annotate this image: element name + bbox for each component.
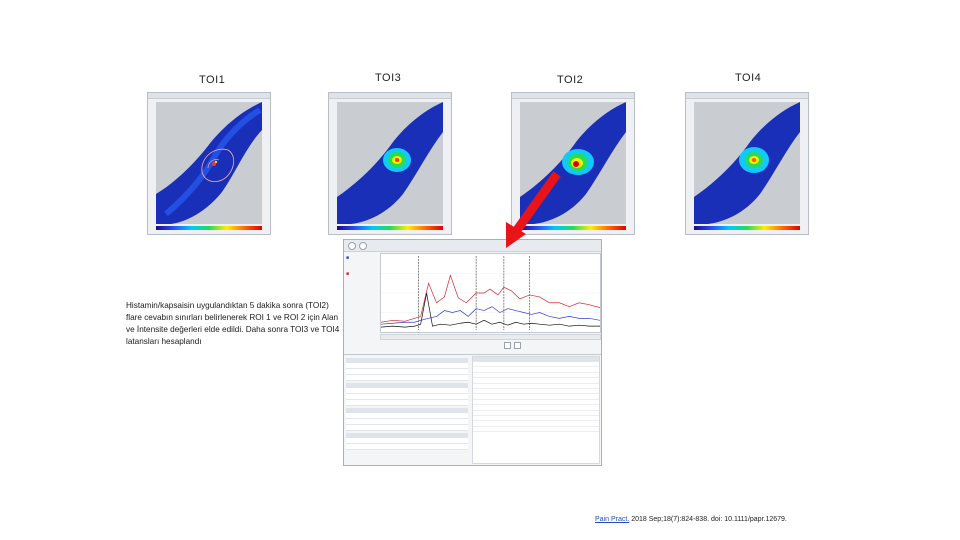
- table-row: [346, 438, 468, 444]
- play-icon[interactable]: [504, 342, 511, 349]
- table-row: [473, 421, 599, 427]
- table-header: [346, 433, 468, 438]
- toi1-label: TOI1: [199, 74, 226, 86]
- toi2-label: TOI2: [557, 74, 584, 86]
- toi4-scan-image: [685, 92, 809, 235]
- table-header: [346, 358, 468, 363]
- table-row: [473, 427, 599, 433]
- roi-legend-panel: ■ ■: [346, 255, 352, 277]
- zoom-in-icon[interactable]: [348, 242, 356, 250]
- toi3-arm-flux-map: [337, 102, 443, 224]
- zoom-out-icon[interactable]: [359, 242, 367, 250]
- table-row: [346, 394, 468, 400]
- toi1-arm-flux-map: [156, 102, 262, 224]
- table-row: [473, 416, 599, 422]
- journal-link[interactable]: Pain Pract.: [595, 516, 630, 523]
- table-row: [473, 384, 599, 389]
- toi2-scan-image: [511, 92, 635, 235]
- citation-details: 2018 Sep;18(7):824-838. doi: 10.1111/pap…: [629, 516, 787, 523]
- table-row: [346, 375, 468, 381]
- analysis-software-screenshot: ■ ■: [343, 239, 602, 466]
- time-scrubber[interactable]: [380, 334, 601, 340]
- table-row: [346, 425, 468, 431]
- table-row: [473, 394, 599, 400]
- table-row: [473, 378, 599, 384]
- playback-controls: [504, 342, 544, 350]
- general-stats-table: [472, 356, 600, 464]
- table-row: [346, 388, 468, 394]
- perfusion-time-plot: [380, 253, 601, 333]
- table-row: [346, 413, 468, 419]
- table-header: [346, 383, 468, 388]
- table-row: [473, 362, 599, 368]
- table-row: [473, 405, 599, 411]
- table-row: [473, 389, 599, 395]
- table-row: [346, 363, 468, 369]
- table-row: [473, 373, 599, 379]
- stop-icon[interactable]: [514, 342, 521, 349]
- toi1-scan-image: [147, 92, 271, 235]
- toi3-scan-image: [328, 92, 452, 235]
- roi-red-series: [381, 274, 600, 323]
- table-header: [473, 357, 599, 362]
- table-row: [473, 367, 599, 373]
- roi-results-tables: [346, 356, 468, 464]
- toi4-arm-flux-map: [694, 102, 800, 224]
- toi2-arm-flux-map: [520, 102, 626, 224]
- citation: Pain Pract. 2018 Sep;18(7):824-838. doi:…: [595, 516, 787, 523]
- table-row: [346, 419, 468, 425]
- table-header: [346, 408, 468, 413]
- table-row: [346, 400, 468, 406]
- toi4-label: TOI4: [735, 72, 762, 84]
- method-caption: Histamin/kapsaisin uygulandıktan 5 dakik…: [126, 301, 340, 346]
- roi-black-series: [381, 292, 600, 328]
- toi3-label: TOI3: [375, 72, 402, 84]
- table-row: [346, 444, 468, 450]
- toolbar: [344, 240, 601, 252]
- table-row: [346, 369, 468, 375]
- roi-blue-series: [381, 306, 600, 325]
- table-row: [473, 411, 599, 416]
- table-row: [473, 400, 599, 406]
